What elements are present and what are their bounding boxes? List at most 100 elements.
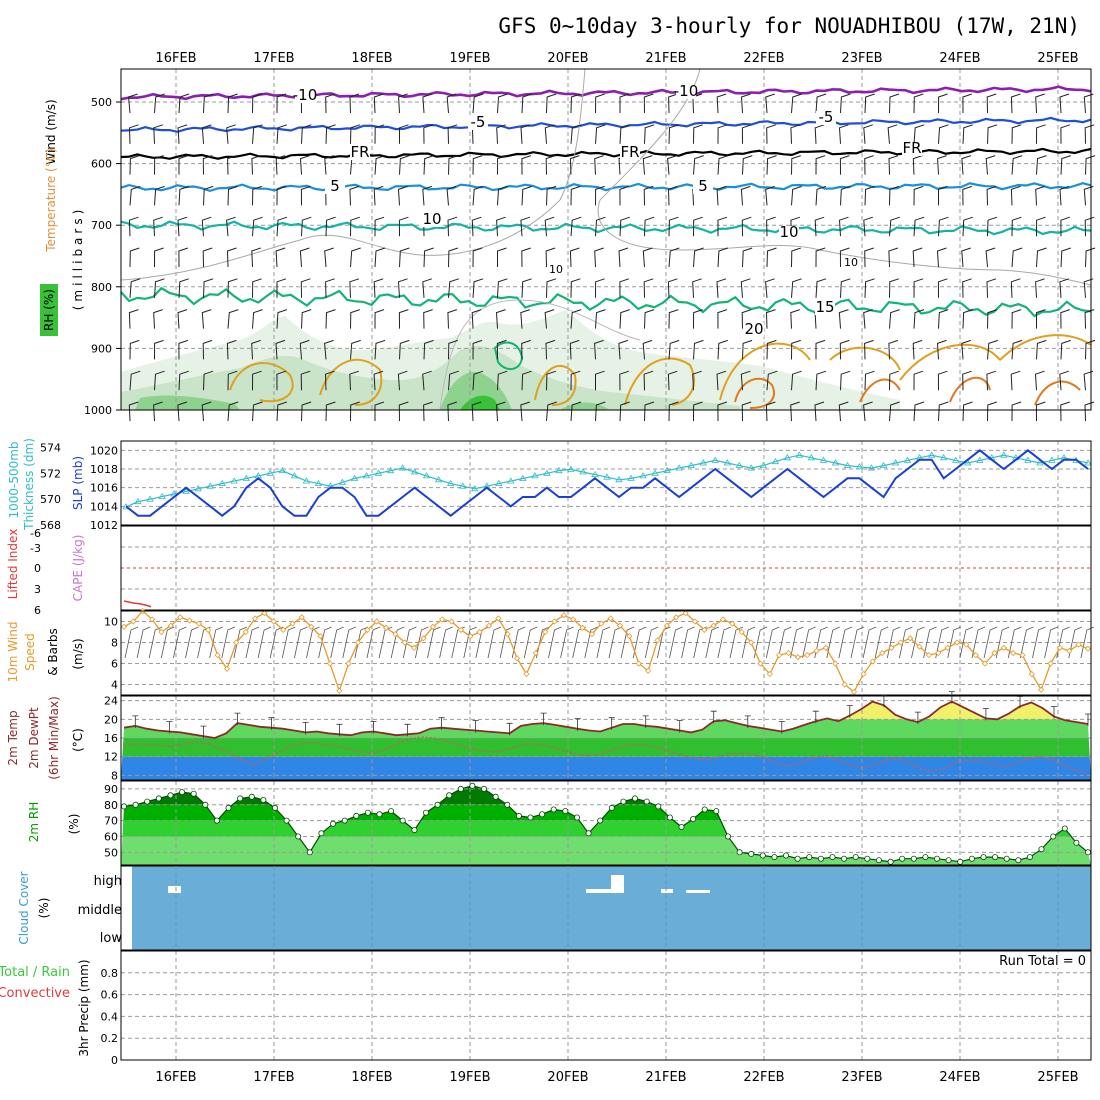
wind-barb	[693, 309, 703, 329]
wind-barb	[717, 309, 728, 329]
stability-panel-frame	[120, 525, 1092, 611]
wind10-point	[214, 652, 221, 659]
wind-barb	[422, 185, 432, 206]
wind-barb	[397, 185, 408, 206]
wind-barb	[1059, 93, 1070, 114]
thickness-point	[242, 474, 251, 481]
wind-barb	[447, 401, 458, 422]
wind-barb	[595, 278, 605, 298]
wind10-barb	[1080, 626, 1095, 659]
temp-minmax-bar	[268, 717, 275, 730]
wind-barb	[569, 247, 580, 268]
wind10-point	[645, 667, 652, 674]
wind-barb	[618, 247, 629, 268]
wind-barb	[447, 124, 458, 144]
top-date-axis: 16FEB 17FEB 18FEB 19FEB 20FEB 21FEB 22FEB 23FEB…	[155, 51, 1078, 66]
lifted-index-series	[123, 600, 152, 608]
thickness-point	[158, 492, 166, 499]
wind-barb	[154, 155, 164, 175]
wind10-barb	[959, 626, 974, 659]
isotherm-5	[120, 182, 1092, 193]
wind-barbs	[128, 93, 1096, 422]
wind10-point	[794, 654, 801, 661]
wind-barb	[201, 309, 212, 329]
ylabel-thickness-units: Thickness (dm)	[22, 438, 36, 531]
wind-barb	[178, 339, 189, 360]
wind10-point	[514, 655, 521, 662]
wind-barb	[301, 309, 312, 329]
rh-point	[794, 855, 801, 862]
rh-point	[480, 785, 487, 792]
date-label: 18FEB	[351, 51, 392, 66]
wind10-point	[448, 618, 455, 625]
wind-barb	[201, 216, 212, 237]
wind-barb	[472, 185, 484, 206]
date-label: 24FEB	[939, 1070, 980, 1085]
wind-barb	[863, 309, 873, 329]
wind10-point	[1056, 644, 1063, 651]
rh-point	[364, 809, 371, 816]
temp-tick: 8	[111, 769, 118, 782]
wind-barb	[497, 93, 508, 114]
wind10-point	[383, 624, 390, 631]
wind10-point	[120, 623, 128, 630]
rh-point	[190, 790, 197, 797]
wind-barb	[153, 309, 163, 329]
wind10-point	[850, 688, 858, 695]
temp-minmax-bar	[982, 708, 989, 721]
wind-barb	[520, 124, 531, 144]
wind-barb	[839, 155, 850, 175]
wind-barb	[446, 185, 457, 206]
wind-barb	[1036, 155, 1047, 175]
temp-minmax-bar	[880, 694, 887, 708]
slp-tick: 1020	[90, 444, 118, 457]
wind-barb	[422, 278, 432, 298]
wind10-point	[570, 616, 577, 623]
thickness-point	[458, 482, 467, 489]
wind10-point	[195, 620, 202, 627]
wind10-point	[879, 649, 886, 657]
wind10-point	[186, 617, 193, 624]
wind10-point	[149, 616, 156, 623]
ylabel-wind10-speed: Speed	[23, 633, 37, 671]
wind10-point	[616, 622, 624, 629]
rh-point	[922, 854, 929, 861]
rh-point	[132, 801, 139, 808]
thickness-point	[1048, 456, 1056, 463]
wind10-barb	[378, 626, 393, 659]
rh-point	[434, 801, 441, 808]
rh-band-70-80	[121, 804, 1091, 821]
thickness-point	[206, 482, 214, 489]
wind10-barb	[366, 626, 381, 659]
thickness-point	[230, 477, 238, 484]
wind-barb	[227, 401, 239, 422]
ylabel-wind10-units: (m/s)	[71, 638, 85, 669]
wind-barb	[570, 124, 582, 144]
wind10-point	[981, 660, 989, 667]
wind-barb	[374, 124, 385, 144]
rh-point	[446, 792, 453, 799]
temp-minmax-bars	[132, 691, 1091, 739]
wind-barb	[936, 247, 947, 268]
label-freezing: FR	[350, 143, 369, 161]
wind-barb	[766, 155, 777, 175]
wind-barb	[644, 401, 655, 422]
label-20: 20	[744, 320, 763, 338]
wind-barb	[938, 124, 949, 144]
wind-barb	[276, 309, 288, 329]
rh-point	[515, 812, 522, 819]
wind-barb	[350, 216, 360, 237]
wind-barb	[693, 155, 704, 175]
wind-barb	[987, 309, 998, 329]
wind-barb	[913, 401, 925, 422]
wind-barb	[374, 401, 385, 421]
wind10-point	[663, 622, 670, 629]
wind-barb	[324, 339, 334, 360]
wind10-panel-frame	[120, 610, 1092, 696]
wind10-point	[1028, 670, 1035, 678]
thickness-point	[627, 474, 635, 481]
wind10-point	[420, 635, 427, 642]
wind10-barb	[427, 626, 441, 659]
rh-point	[457, 785, 464, 792]
isotherm-25	[734, 376, 1081, 409]
